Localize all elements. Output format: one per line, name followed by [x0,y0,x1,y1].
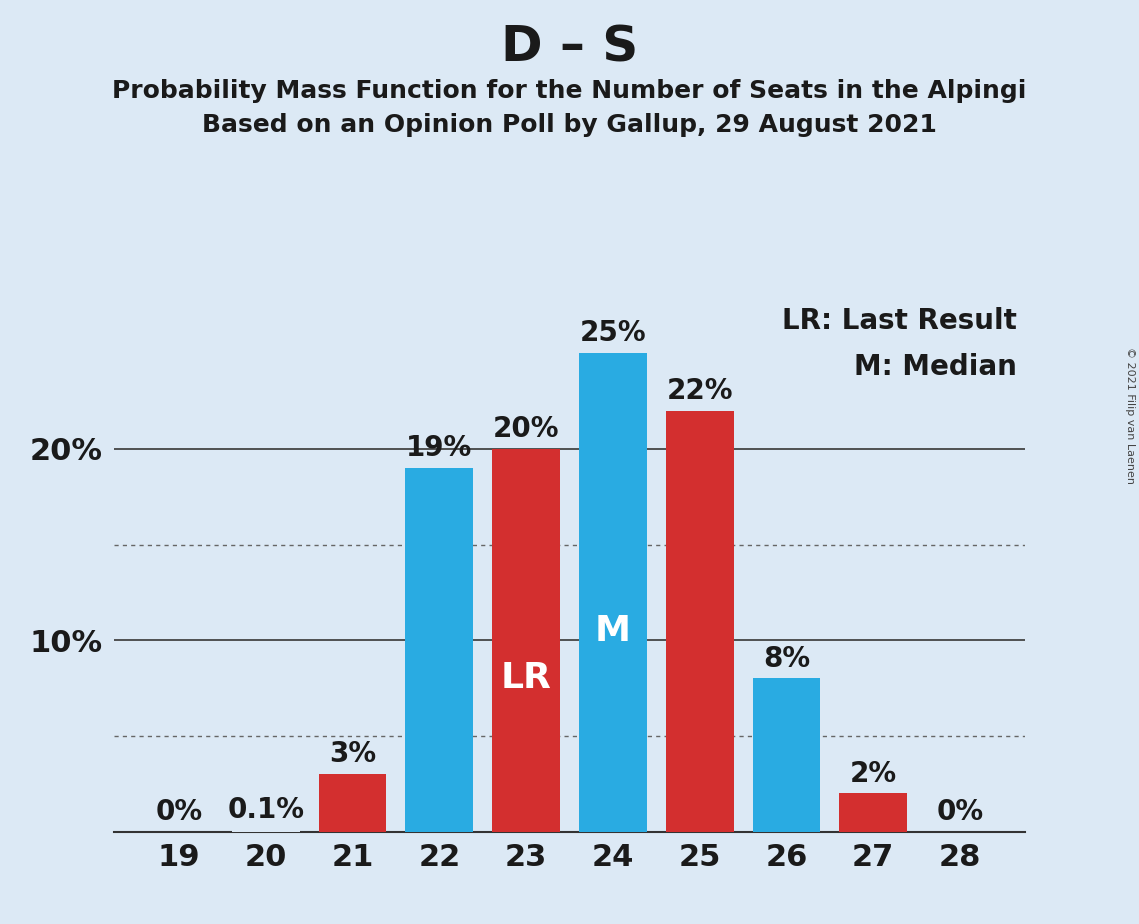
Bar [405,468,473,832]
Text: 8%: 8% [763,645,810,673]
Text: Based on an Opinion Poll by Gallup, 29 August 2021: Based on an Opinion Poll by Gallup, 29 A… [202,113,937,137]
Bar [492,449,560,832]
Text: 0%: 0% [936,797,984,826]
Text: 0%: 0% [155,797,203,826]
Text: 22%: 22% [666,377,732,405]
Text: © 2021 Filip van Laenen: © 2021 Filip van Laenen [1125,347,1134,484]
Bar [319,774,386,832]
Text: 2%: 2% [850,760,896,787]
Text: 19%: 19% [407,434,473,462]
Text: 3%: 3% [329,740,376,769]
Text: 0.1%: 0.1% [228,796,304,824]
Bar [666,410,734,832]
Text: D – S: D – S [501,23,638,71]
Text: Probability Mass Function for the Number of Seats in the Alpingi: Probability Mass Function for the Number… [113,79,1026,103]
Bar [753,678,820,832]
Text: M: M [595,614,631,648]
Bar [232,830,300,832]
Text: LR: Last Result: LR: Last Result [781,307,1016,335]
Text: LR: LR [501,662,551,696]
Bar [579,353,647,832]
Text: 25%: 25% [580,320,646,347]
Bar [839,794,907,832]
Text: M: Median: M: Median [853,353,1016,381]
Text: 20%: 20% [493,415,559,444]
